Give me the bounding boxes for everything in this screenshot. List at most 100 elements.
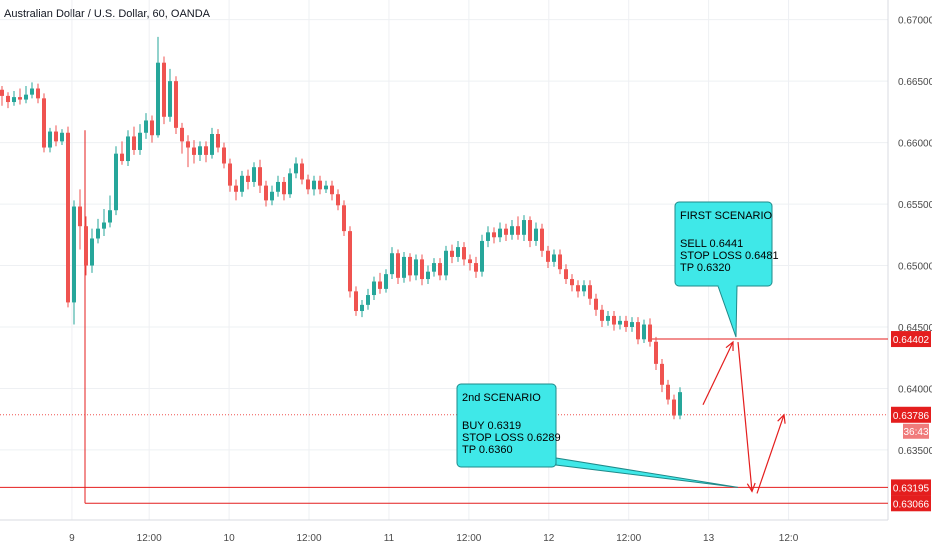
candle-body — [534, 228, 538, 241]
candle-up — [72, 200, 76, 325]
candle-down — [78, 189, 82, 250]
candle-down — [264, 180, 268, 207]
candle-up — [90, 228, 94, 273]
x-tick-label: 12 — [543, 533, 555, 544]
candle-body — [84, 226, 88, 266]
candle-up — [60, 129, 64, 146]
candle-up — [210, 127, 214, 159]
candle-down — [300, 158, 304, 185]
scenario-arrow — [756, 413, 786, 494]
candle-down — [420, 254, 424, 286]
candle-body — [558, 254, 562, 270]
candle-body — [348, 231, 352, 292]
price-axis[interactable]: 0.67000 0.66500 0.66000 0.65500 0.65000 0.645… — [898, 16, 932, 457]
candle-up — [360, 299, 364, 318]
candle-up — [240, 170, 244, 197]
candle-down — [150, 115, 154, 143]
candle-body — [510, 226, 514, 235]
callout-seam — [718, 285, 737, 287]
candle-body — [270, 191, 274, 201]
candles — [0, 36, 682, 420]
candle-up — [498, 222, 502, 243]
candle-body — [642, 324, 646, 340]
candle-up — [108, 195, 112, 228]
candle-body — [192, 147, 196, 155]
candle-up — [618, 315, 622, 330]
x-tick-label: 9 — [69, 533, 75, 544]
x-tick-label: 12:0 — [779, 533, 799, 544]
candle-down — [222, 142, 226, 169]
candle-body — [498, 228, 502, 238]
candle-body — [90, 238, 94, 266]
candle-down — [0, 86, 4, 106]
candle-up — [678, 387, 682, 420]
candle-body — [372, 281, 376, 296]
candle-body — [102, 222, 106, 229]
callout-line: STOP LOSS 0.6289 — [462, 432, 561, 444]
candle-down — [306, 174, 310, 195]
candle-down — [228, 158, 232, 192]
x-tick-label: 13 — [703, 533, 715, 544]
candle-body — [546, 250, 550, 262]
candle-down — [378, 272, 382, 294]
candle-body — [222, 147, 226, 164]
candle-body — [630, 322, 634, 327]
candle-body — [678, 392, 682, 416]
candle-body — [120, 153, 124, 162]
callout-line: BUY 0.6319 — [462, 420, 521, 432]
candle-down — [594, 293, 598, 316]
chart-title: Australian Dollar / U.S. Dollar, 60, OAN… — [4, 8, 211, 20]
candle-body — [132, 136, 136, 150]
candle-body — [252, 167, 256, 182]
candle-body — [168, 81, 172, 117]
candle-up — [276, 175, 280, 197]
callout-box — [456, 383, 557, 468]
candle-up — [144, 113, 148, 139]
candle-down — [36, 83, 40, 104]
candle-up — [48, 127, 52, 153]
candle-up — [252, 162, 256, 187]
candle-up — [372, 276, 376, 300]
candle-down — [492, 227, 496, 244]
candle-body — [654, 341, 658, 364]
candle-up — [384, 269, 388, 293]
candle-body — [450, 250, 454, 257]
candle-down — [204, 141, 208, 163]
arrow-head — [777, 413, 786, 424]
candle-body — [522, 220, 526, 235]
price-tag-bg — [891, 331, 931, 348]
candle-body — [174, 81, 178, 128]
candle-up — [366, 288, 370, 310]
candle-body — [276, 181, 280, 192]
candle-down — [336, 189, 340, 211]
candle-body — [612, 315, 616, 325]
callout-title: 2nd SCENARIO — [462, 392, 541, 404]
candle-up — [510, 220, 514, 240]
scenario-arrows — [702, 340, 786, 494]
candle-down — [162, 56, 166, 125]
candle-up — [402, 252, 406, 283]
candle-up — [582, 280, 586, 297]
candle-body — [342, 205, 346, 232]
candle-body — [378, 281, 382, 289]
candle-down — [348, 226, 352, 298]
candle-up — [12, 90, 16, 106]
callout-title: FIRST SCENARIO — [680, 210, 773, 222]
candle-down — [636, 317, 640, 345]
candle-down — [570, 274, 574, 292]
candle-body — [60, 132, 64, 142]
time-axis[interactable]: 9 12:00 10 12:00 11 12:00 12 12:00 13 12:0 — [69, 533, 799, 544]
candle-body — [234, 185, 238, 192]
candle-up — [138, 124, 142, 155]
candle-body — [414, 259, 418, 276]
arrow-head — [725, 340, 734, 352]
candle-down — [132, 126, 136, 155]
horizontal-levels — [0, 130, 888, 504]
candle-up — [96, 218, 100, 244]
arrow-shaft — [756, 414, 785, 494]
price-tag-bg — [891, 406, 931, 423]
arrow-shaft — [702, 341, 734, 406]
